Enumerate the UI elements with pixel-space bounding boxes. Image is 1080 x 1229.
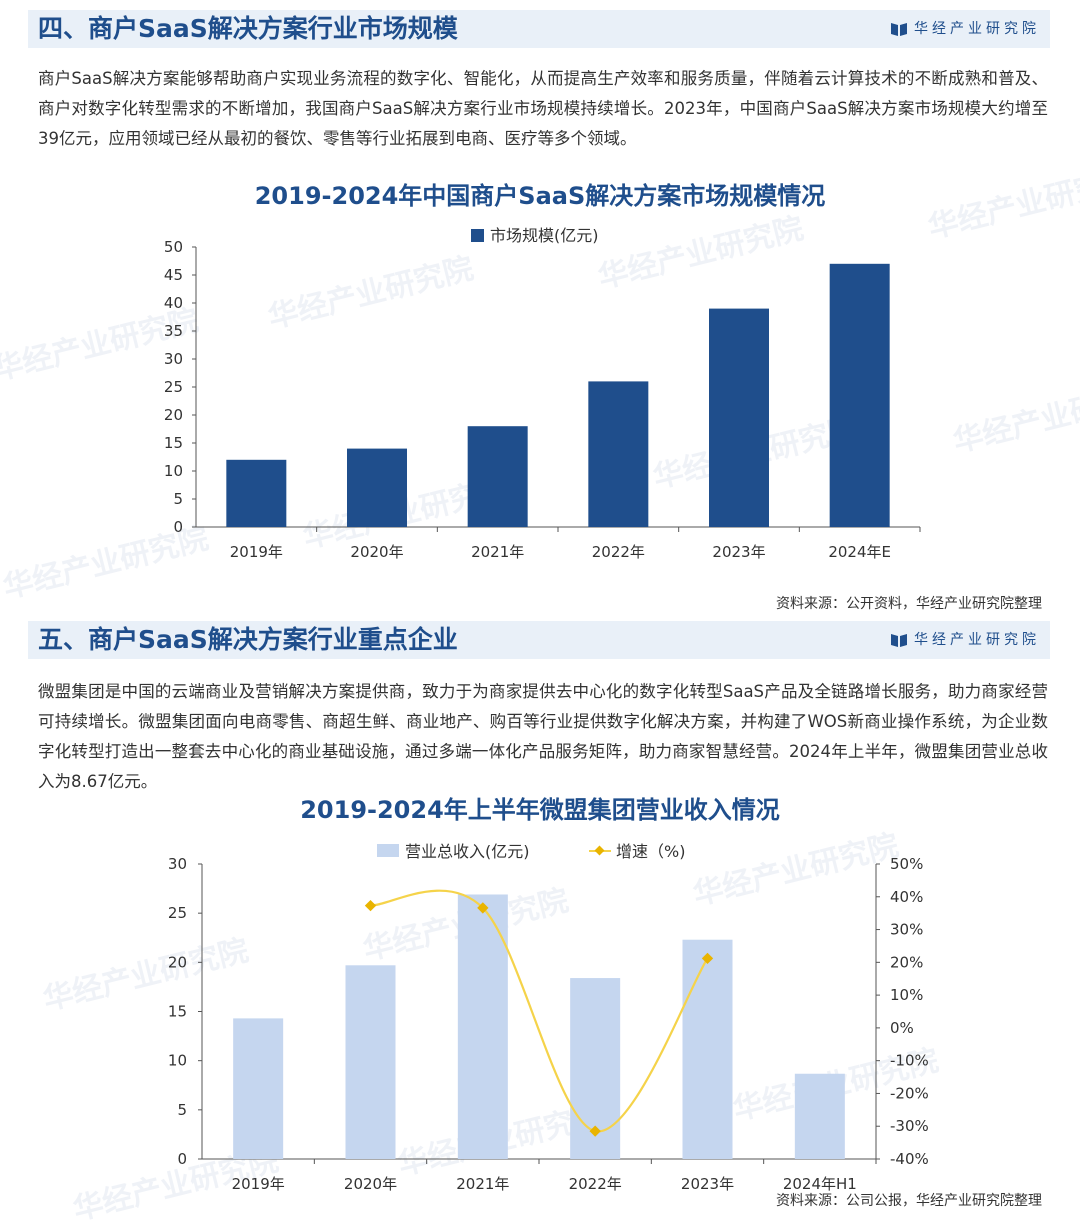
x-tick-label: 2020年 (344, 1175, 397, 1193)
y2-tick-label: -10% (890, 1052, 929, 1070)
y-tick-label: 40 (164, 294, 183, 312)
chart1-market-size: 市场规模(亿元) 0 5 10 15 20 25 30 35 40 45 50 2019年 2020年 20… (164, 226, 921, 561)
chart2-weimob-revenue: 营业总收入(亿元) 增速（%) 0 5 10 15 20 25 30 -40% -30% -20% -1… (168, 842, 929, 1193)
section4-paragraph: 商户SaaS解决方案能够帮助商户实现业务流程的数字化、智能化，从而提高生产效率和… (38, 69, 1048, 148)
section4-title: 四、商户SaaS解决方案行业市场规模 (38, 14, 458, 43)
chart1-source: 资料来源：公开资料，华经产业研究院整理 (776, 596, 1042, 612)
bar (588, 381, 649, 527)
x-tick-label: 2019年 (232, 1175, 285, 1193)
legend-label: 市场规模(亿元) (490, 226, 599, 245)
x-tick-label: 2022年 (592, 543, 645, 561)
book-logo-icon (891, 23, 907, 36)
bar (794, 1073, 845, 1159)
x-tick-label: 2024年H1 (783, 1175, 857, 1193)
y-tick-label: 15 (164, 434, 183, 452)
bar (347, 448, 407, 527)
brand-name: 华经产业研究院 (914, 632, 1040, 648)
legend-swatch (471, 229, 484, 242)
chart2-title: 2019-2024年上半年微盟集团营业收入情况 (300, 796, 780, 824)
x-tick-label: 2022年 (569, 1175, 622, 1193)
y2-tick-label: -20% (890, 1084, 929, 1102)
y2-tick-label: 50% (890, 855, 923, 873)
x-tick-label: 2023年 (712, 543, 765, 561)
bar (226, 459, 287, 527)
chart1-title: 2019-2024年中国商户SaaS解决方案市场规模情况 (254, 182, 826, 210)
y-tick-label: 10 (168, 1052, 187, 1070)
x-tick-label: 2023年 (681, 1175, 734, 1193)
x-tick-label: 2021年 (456, 1175, 509, 1193)
bar (829, 263, 890, 527)
bar (345, 965, 396, 1159)
y-tick-label: 0 (177, 1150, 187, 1168)
y-tick-label: 30 (168, 855, 187, 873)
brand-name: 华经产业研究院 (914, 21, 1040, 37)
y2-tick-label: 10% (890, 986, 923, 1004)
legend-label-bar: 营业总收入(亿元) (405, 842, 530, 861)
y-tick-label: 45 (164, 266, 183, 284)
y-tick-label: 15 (168, 1003, 187, 1021)
chart2-source: 资料来源：公司公报，华经产业研究院整理 (776, 1193, 1042, 1209)
y-tick-label: 30 (164, 350, 183, 368)
y-tick-label: 35 (164, 322, 183, 340)
y-tick-label: 5 (173, 490, 183, 508)
y-tick-label: 25 (168, 904, 187, 922)
y-tick-label: 50 (164, 238, 183, 256)
bar (467, 426, 528, 527)
legend-marker-diamond (594, 845, 605, 856)
brand-mark: 华经产业研究院 (890, 621, 1040, 659)
y-tick-label: 0 (173, 518, 183, 536)
brand-mark: 华经产业研究院 (890, 10, 1040, 48)
growth-point (364, 899, 377, 912)
y-tick-label: 20 (164, 406, 183, 424)
y2-tick-label: 40% (890, 888, 923, 906)
x-tick-label: 2021年 (471, 543, 524, 561)
legend-label-line: 增速（%) (616, 842, 685, 861)
y-tick-label: 5 (177, 1101, 187, 1119)
x-tick-label: 2019年 (230, 543, 283, 561)
y2-tick-label: 0% (890, 1019, 914, 1037)
y-tick-label: 20 (168, 953, 187, 971)
bar (457, 894, 508, 1159)
bar (233, 1018, 284, 1159)
y-tick-label: 10 (164, 462, 183, 480)
x-tick-label: 2020年 (350, 543, 403, 561)
section5-title: 五、商户SaaS解决方案行业重点企业 (38, 625, 458, 654)
section5-paragraph: 微盟集团是中国的云端商业及营销解决方案提供商，致力于为商家提供去中心化的数字化转… (38, 682, 1048, 791)
growth-line (370, 889, 709, 1133)
legend-swatch-bar (377, 844, 399, 857)
bar (682, 939, 733, 1159)
y-tick-label: 25 (164, 378, 183, 396)
section4-header: 四、商户SaaS解决方案行业市场规模 华经产业研究院 (28, 10, 1050, 48)
y2-tick-label: -40% (890, 1150, 929, 1168)
x-tick-label: 2024年E (828, 543, 891, 561)
book-logo-icon (891, 634, 907, 647)
y2-tick-label: 20% (890, 953, 923, 971)
y2-tick-label: 30% (890, 921, 923, 939)
y2-tick-label: -30% (890, 1117, 929, 1135)
section5-header: 五、商户SaaS解决方案行业重点企业 华经产业研究院 (28, 621, 1050, 659)
bar (709, 308, 769, 527)
